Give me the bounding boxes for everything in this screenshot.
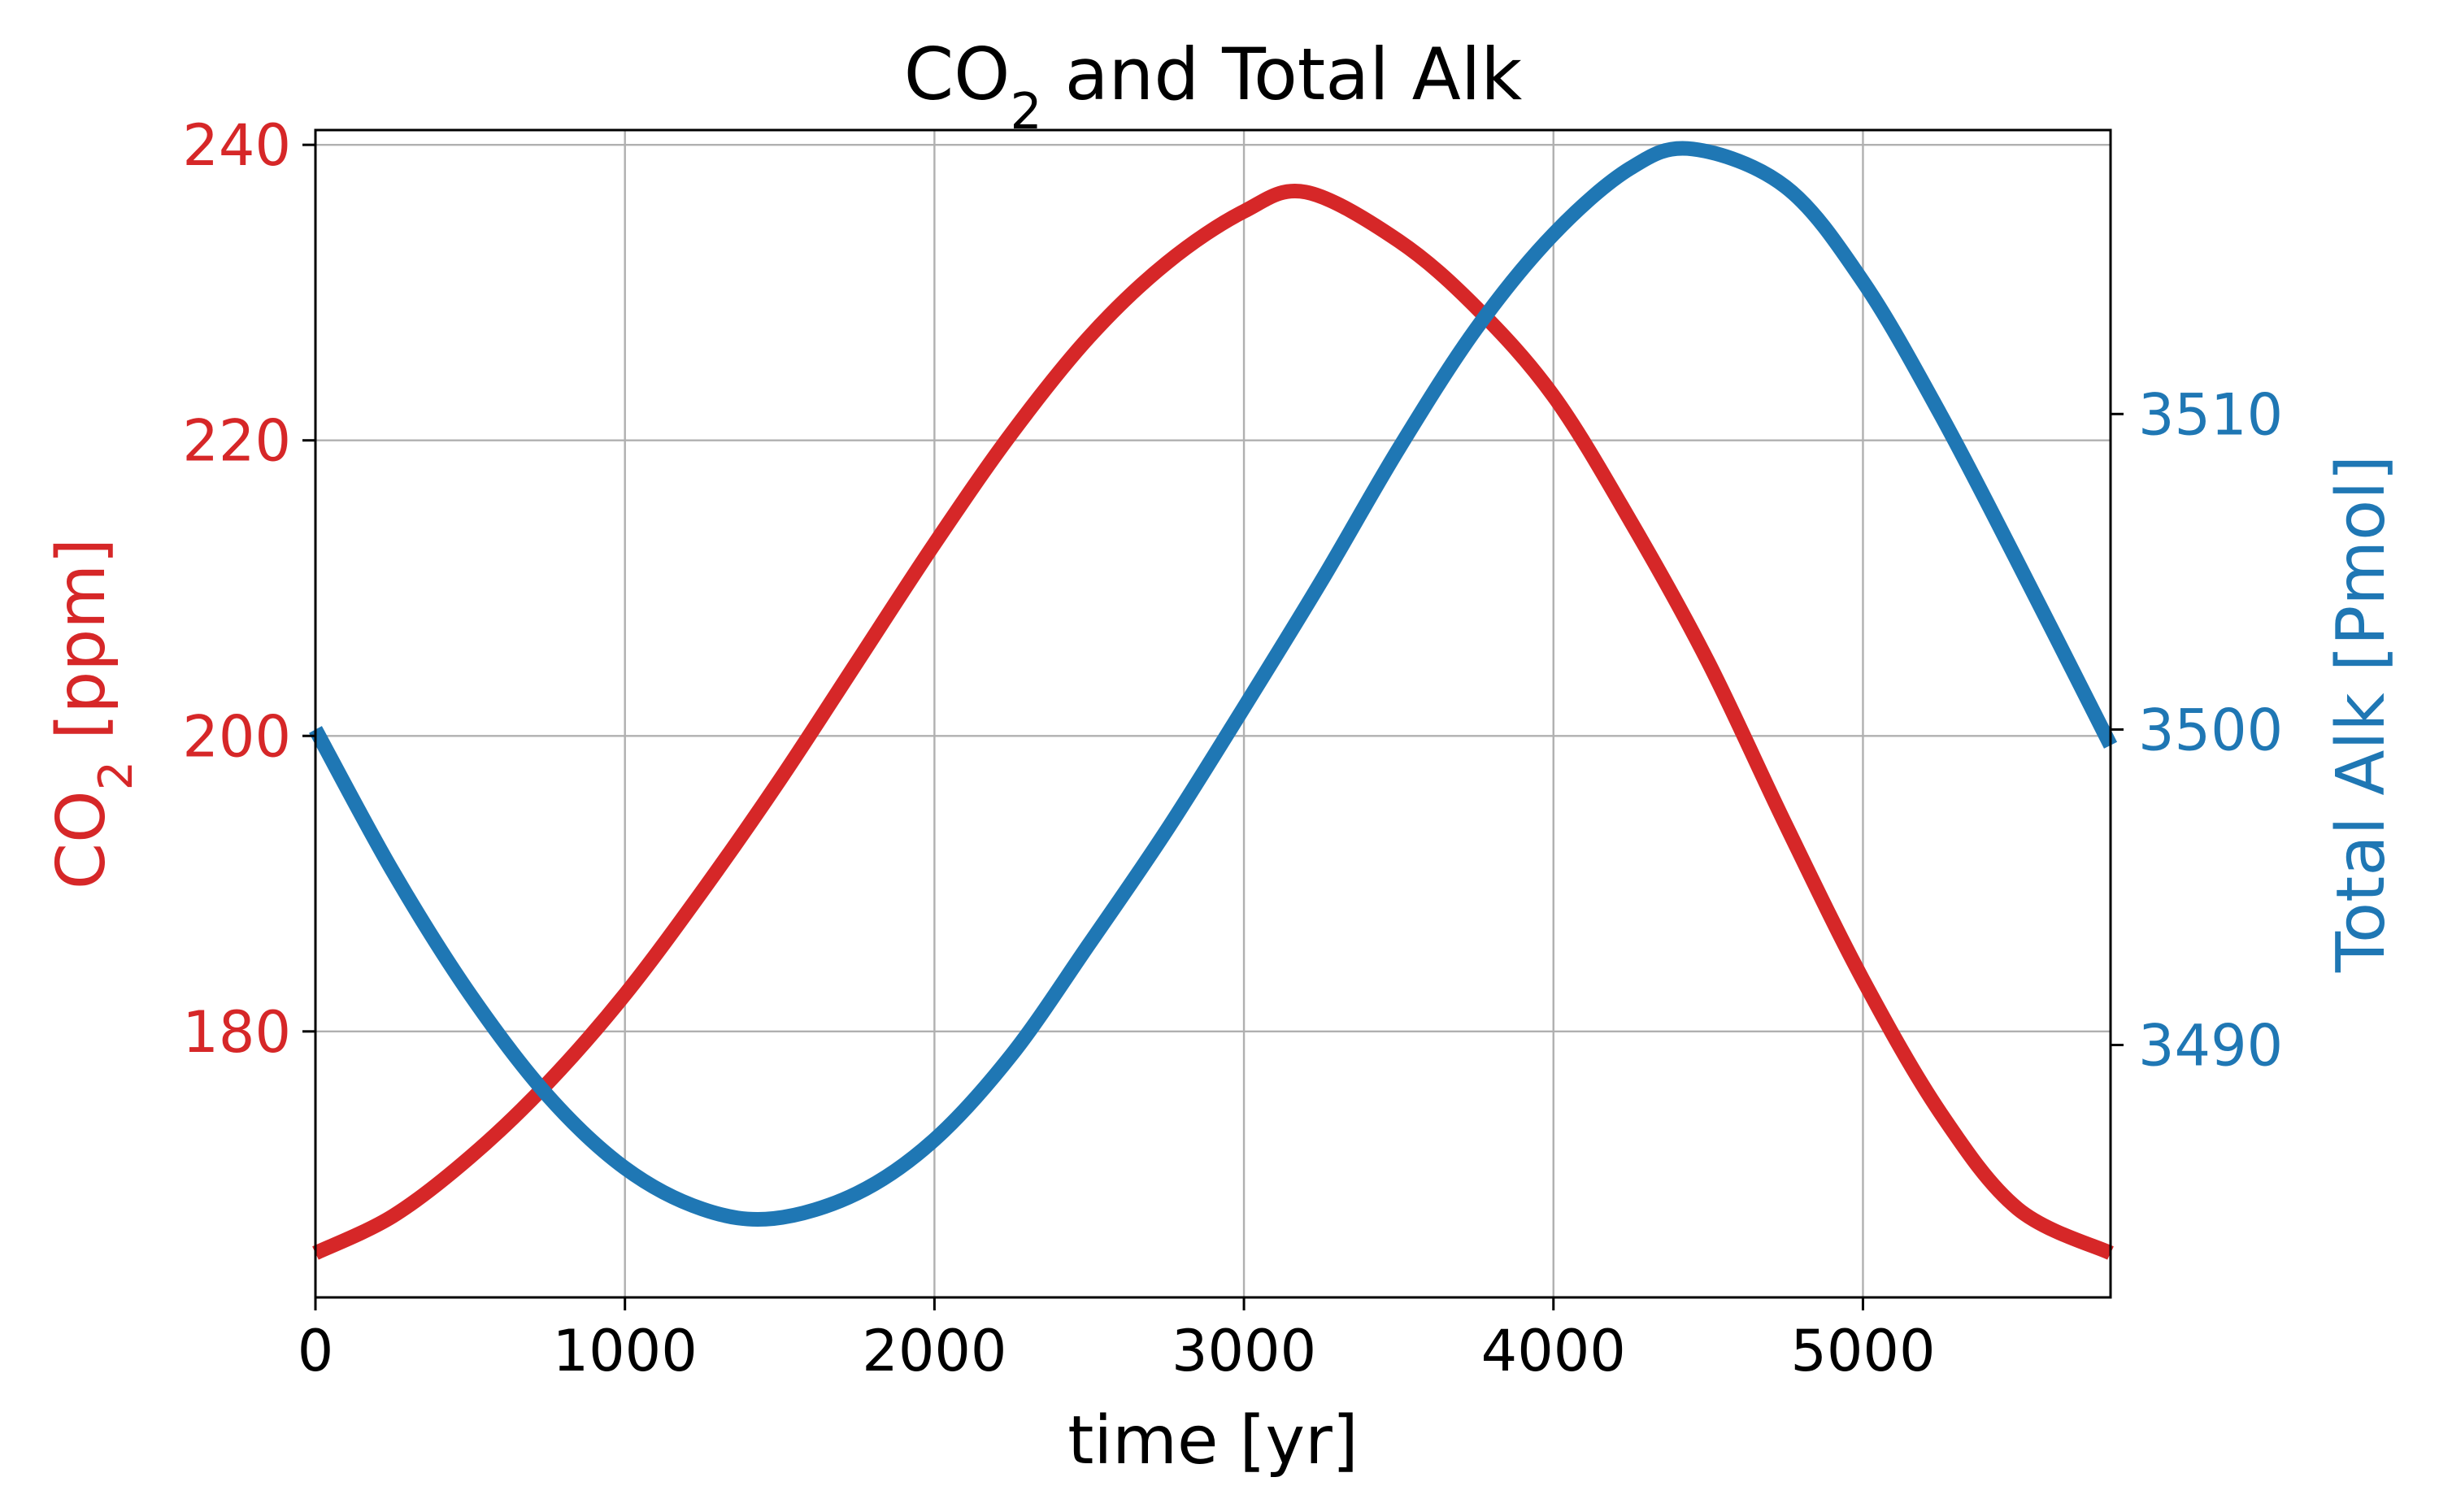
x-tick-label: 0 <box>298 1318 334 1384</box>
y-left-tick-label: 220 <box>182 408 291 475</box>
x-tick-label: 4000 <box>1481 1318 1626 1384</box>
y-left-tick-label: 200 <box>182 703 291 770</box>
chart-title: CO2 and Total Alk <box>904 33 1523 141</box>
series-line-co2 <box>312 184 2114 1260</box>
x-tick-label: 3000 <box>1172 1318 1316 1384</box>
y-right-tick-label: 3500 <box>2138 697 2283 763</box>
ticks-layer: 0 1000 2000 3000 4000 5000 180 200 220 240 3490 350… <box>182 112 2283 1384</box>
x-axis-label: time [yr] <box>1067 1402 1359 1479</box>
y-axis-left-label: CO2 [ppm] <box>43 538 143 889</box>
y-left-tick-label: 180 <box>182 999 291 1066</box>
series-layer <box>309 141 2118 1260</box>
y-right-tick-label: 3490 <box>2138 1013 2283 1080</box>
plot-frame <box>314 128 2112 1299</box>
x-tick-label: 2000 <box>862 1318 1006 1384</box>
x-tick-label: 5000 <box>1790 1318 1935 1384</box>
grid <box>314 130 2111 1297</box>
y-left-tick-label: 240 <box>182 112 291 179</box>
series-line-total-alk <box>309 141 2118 1227</box>
x-tick-label: 1000 <box>553 1318 698 1384</box>
y-right-tick-label: 3510 <box>2138 381 2283 448</box>
y-axis-right-label: Total Alk [Pmol] <box>2323 455 2400 973</box>
